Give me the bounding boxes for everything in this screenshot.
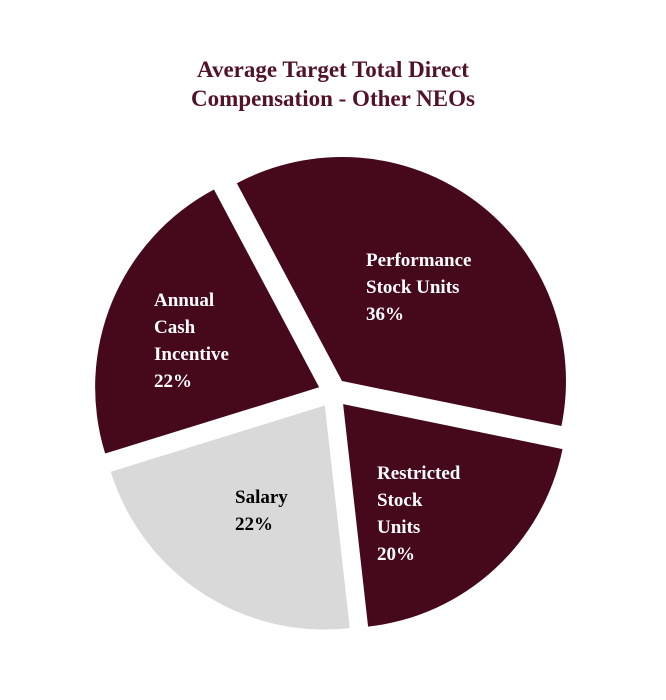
pie-label-line: Units [377, 517, 421, 538]
pie-label-annual-cash-incentive: Annual Cash Incentive 22% [154, 287, 229, 395]
pie-label-performance-stock-units: Performance Stock Units 36% [366, 247, 472, 328]
pie-label-line: Annual [154, 290, 215, 311]
pie-label-line: Stock [377, 490, 423, 511]
pie-label-salary: Salary 22% [235, 484, 288, 538]
pie-label-line: Restricted [377, 463, 461, 484]
pie-slice-restricted-stock-units [343, 404, 563, 627]
pie-label-restricted-stock-units: Restricted Stock Units 20% [377, 460, 460, 568]
pie-label-value: 20% [377, 544, 415, 565]
pie-label-value: 36% [366, 304, 404, 325]
pie-label-line: Salary [235, 487, 288, 508]
pie-label-line: Stock Units [366, 277, 460, 298]
chart-title-line-1: Average Target Total Direct [197, 57, 469, 82]
chart-title: Average Target Total Direct Compensation… [0, 55, 666, 113]
pie-label-value: 22% [154, 371, 192, 392]
pie-label-line: Performance [366, 250, 472, 271]
pie-slice-annual-cash-incentive [95, 189, 320, 454]
pie-label-value: 22% [235, 514, 273, 535]
pie-label-line: Cash [154, 317, 196, 338]
pie-label-line: Incentive [154, 344, 229, 365]
chart-title-line-2: Compensation - Other NEOs [191, 86, 475, 111]
pie-slice-performance-stock-units [236, 156, 566, 427]
pie-slice-salary [110, 405, 350, 630]
